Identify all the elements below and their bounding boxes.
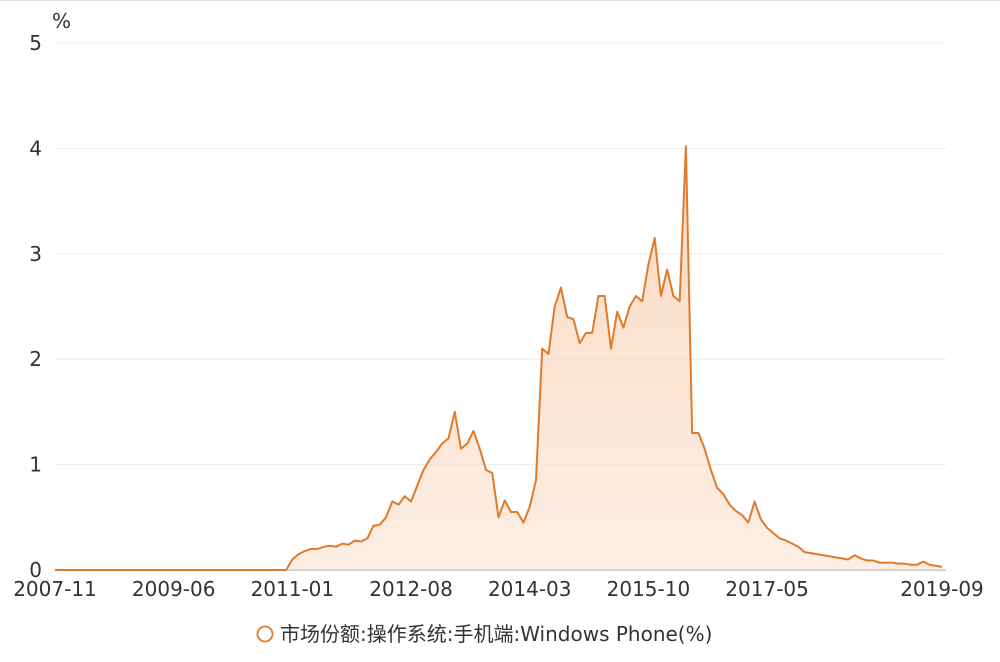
x-tick-label: 2017-05	[725, 577, 809, 601]
y-tick-label: 2	[29, 347, 42, 371]
line	[55, 145, 943, 571]
y-tick-label: 3	[29, 242, 42, 266]
x-tick-label: 2007-11	[13, 577, 97, 601]
x-tick-label: 2015-10	[607, 577, 691, 601]
legend-icon	[256, 625, 274, 643]
x-tick-label: 2011-01	[251, 577, 335, 601]
x-tick-label: 2019-09	[900, 577, 984, 601]
x-tick-label: 2014-03	[488, 577, 572, 601]
area-fill	[55, 146, 942, 571]
x-tick-label: 2012-08	[369, 577, 453, 601]
y-tick-label: 0	[29, 558, 42, 582]
y-tick-label: 5	[29, 31, 42, 55]
legend-label: 市场份额:操作系统:手机端:Windows Phone(%)	[280, 622, 712, 646]
y-tick-label: 4	[29, 136, 42, 160]
y-tick-label: 1	[29, 453, 42, 477]
x-tick-label: 2009-06	[132, 577, 216, 601]
y-unit: %	[52, 9, 71, 33]
top-border	[0, 0, 1000, 1]
